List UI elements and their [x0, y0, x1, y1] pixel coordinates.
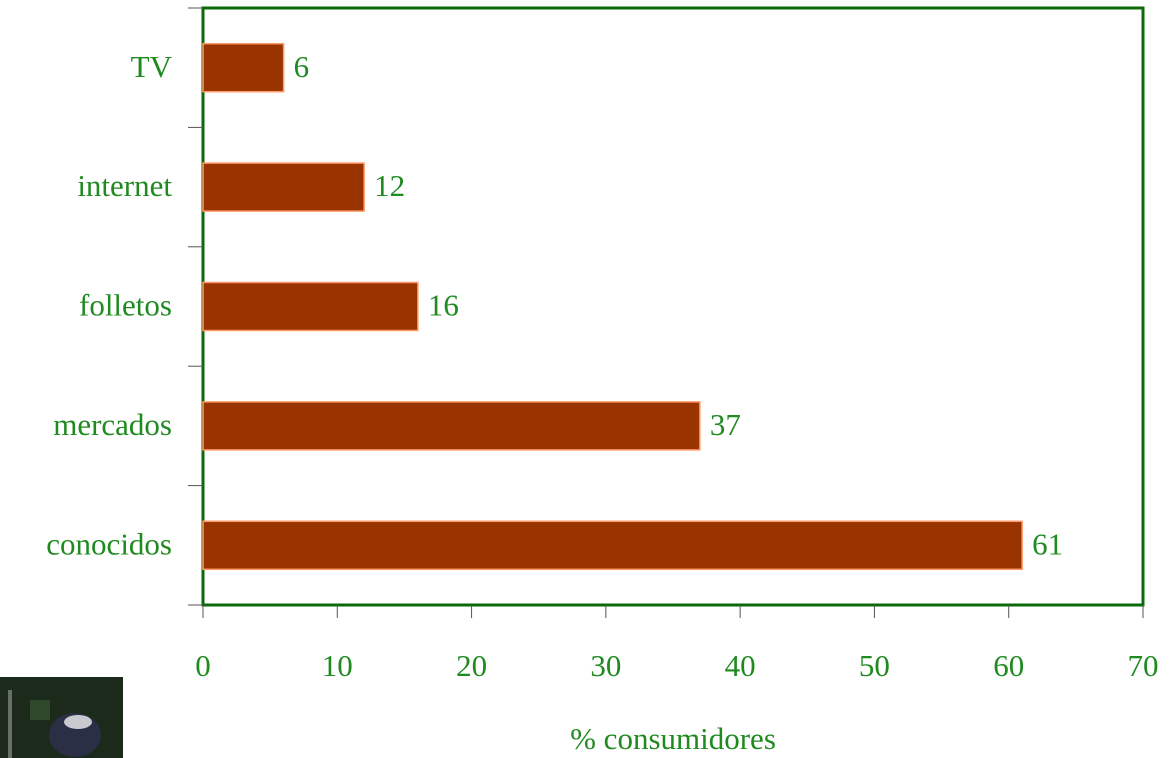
bar [202, 42, 285, 93]
y-tick-label: conocidos [46, 526, 172, 561]
x-tick-label: 10 [322, 648, 353, 683]
value-label: 6 [294, 49, 310, 84]
bar [202, 520, 1023, 571]
x-tick-label: 70 [1128, 648, 1159, 683]
x-tick-label: 30 [590, 648, 621, 683]
x-tick-label: 40 [725, 648, 756, 683]
bar [202, 162, 365, 212]
value-label: 16 [428, 288, 459, 323]
y-tick-label: TV [131, 49, 173, 84]
x-tick-label: 0 [195, 648, 211, 683]
bar [202, 401, 701, 451]
x-tick-label: 50 [859, 648, 890, 683]
photo [0, 677, 123, 758]
y-tick-label: internet [77, 168, 172, 203]
x-axis-label: % consumidores [570, 721, 776, 756]
x-tick-label: 20 [456, 648, 487, 683]
value-label: 61 [1032, 526, 1063, 561]
x-tick-label: 60 [993, 648, 1024, 683]
y-tick-label: folletos [79, 288, 172, 323]
value-label: 12 [374, 168, 405, 203]
y-tick-label: mercados [53, 407, 172, 442]
bar [202, 281, 419, 332]
value-label: 37 [710, 407, 741, 442]
